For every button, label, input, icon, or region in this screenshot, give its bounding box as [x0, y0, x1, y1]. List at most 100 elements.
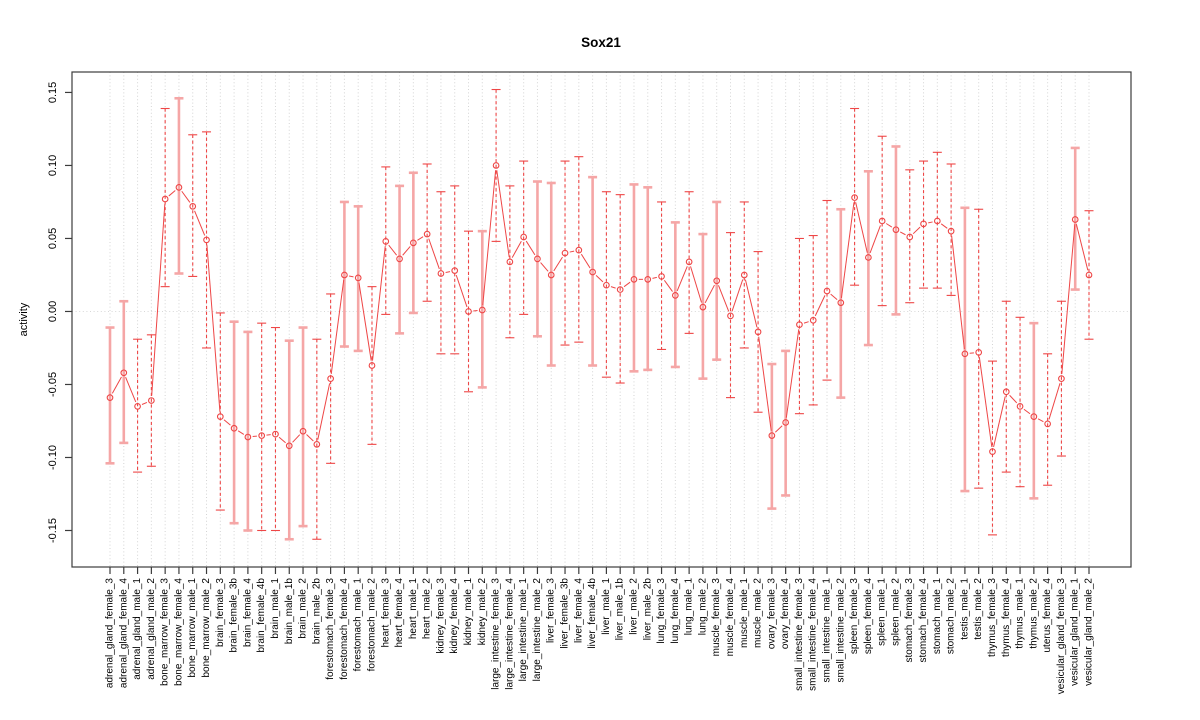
x-tick-label: thymus_female_3	[987, 578, 998, 657]
data-point	[561, 249, 569, 257]
data-point	[644, 275, 652, 283]
data-point	[947, 227, 955, 235]
data-point	[906, 233, 914, 241]
series-segment	[317, 383, 331, 440]
series-segment	[194, 210, 206, 236]
x-tick-label: bone_marrow_female_4	[173, 578, 184, 686]
x-tick-label: brain_female_3b	[229, 578, 240, 653]
x-tick-label: brain_male_1b	[284, 578, 295, 645]
data-point	[161, 195, 169, 203]
data-point	[878, 217, 886, 225]
series-segment	[744, 279, 758, 328]
data-point	[1085, 271, 1093, 279]
data-point	[1044, 420, 1051, 428]
data-point	[285, 442, 293, 450]
series-segment	[993, 396, 1006, 448]
series-segment	[580, 253, 591, 269]
series-segment	[731, 279, 744, 312]
series-segment	[482, 170, 497, 306]
x-tick-label: small_intestine_male_1	[822, 578, 833, 683]
series-segment	[306, 434, 314, 442]
series-segment	[540, 262, 549, 272]
series-segment	[885, 223, 893, 228]
x-tick-label: heart_male_2	[422, 578, 433, 640]
data-point	[382, 238, 390, 245]
grid-layer	[72, 72, 1131, 567]
series-segment	[717, 285, 730, 312]
x-tick-label: testis_male_1	[959, 578, 970, 640]
series-segment	[912, 226, 921, 235]
data-point	[961, 350, 969, 358]
x-tick-label: thymus_male_2	[1028, 578, 1039, 649]
x-tick-label: brain_female_4	[242, 578, 253, 647]
x-tick-label: bone_marrow_male_1	[187, 578, 198, 678]
data-point	[244, 433, 252, 441]
x-tick-label: small_intestine_female_4	[808, 578, 819, 691]
marker-layer	[106, 162, 1093, 455]
data-point	[465, 308, 472, 315]
series-segment	[569, 250, 575, 253]
y-tick-label: 0.10	[47, 155, 59, 176]
x-tick-label: liver_female_4b	[587, 578, 598, 649]
x-tick-label: muscle_male_2	[753, 578, 764, 648]
series-segment	[785, 329, 800, 418]
data-point	[506, 258, 514, 266]
data-point	[478, 306, 486, 314]
x-tick-label: adrenal_gland_female_4	[118, 578, 129, 689]
x-tick-label: brain_male_2	[298, 578, 309, 639]
x-tick-label: brain_male_2b	[311, 578, 322, 645]
series-segment	[663, 280, 673, 292]
x-tick-label: kidney_male_2	[477, 578, 488, 646]
data-point	[933, 217, 941, 225]
data-point	[768, 432, 776, 439]
series-segment	[511, 240, 522, 258]
data-point	[396, 255, 403, 263]
data-point	[782, 419, 789, 426]
x-tick-label: large_intestine_female_3	[491, 578, 502, 690]
data-point	[575, 246, 583, 254]
x-tick-label: brain_female_3	[215, 578, 226, 647]
axis-layer: -0.15 -0.10 -0.05 0.00 0.05 0.10 0.15 adrenal_g…	[47, 71, 1132, 695]
series-segment	[814, 295, 826, 317]
x-tick-label: ovary_female_4	[780, 578, 791, 650]
x-tick-label: spleen_female_3	[849, 578, 860, 655]
data-point	[671, 292, 679, 299]
series-segment	[928, 221, 933, 224]
series-segment	[388, 244, 397, 256]
x-tick-label: kidney_male_1	[463, 578, 474, 646]
data-point	[299, 427, 307, 435]
series-segment	[951, 235, 965, 350]
data-point	[630, 275, 638, 283]
series-segment	[840, 202, 855, 299]
series-segment	[125, 377, 137, 403]
series-segment	[690, 266, 702, 303]
x-tick-label: thymus_female_4	[1001, 578, 1012, 657]
x-tick-label: adrenal_gland_male_2	[146, 578, 157, 680]
x-tick-label: stomach_female_3	[904, 578, 915, 663]
data-point	[589, 268, 596, 276]
data-point	[368, 362, 376, 369]
x-tick-label: large_intestine_male_2	[532, 578, 543, 682]
chart-title: Sox21	[581, 35, 621, 50]
series-segment	[358, 282, 372, 361]
data-point	[1002, 388, 1010, 396]
data-point	[754, 328, 762, 336]
data-point	[272, 430, 279, 438]
series-segment	[417, 236, 424, 241]
series-segment	[610, 286, 616, 289]
data-point	[796, 321, 803, 328]
data-point	[230, 424, 238, 432]
series-line	[111, 170, 1089, 448]
data-point	[547, 271, 555, 279]
series-segment	[445, 271, 451, 273]
plot-box	[71, 71, 1132, 568]
x-tick-label: brain_female_4b	[256, 578, 267, 653]
x-tick-label: lung_male_2	[697, 578, 708, 636]
data-point	[658, 273, 665, 280]
series-segment	[623, 281, 631, 288]
x-tick-label: thymus_male_1	[1015, 578, 1026, 649]
x-tick-label: vesicular_gland_female_3	[1056, 578, 1067, 695]
data-point	[423, 230, 431, 238]
data-point	[354, 274, 362, 282]
series-segment	[652, 276, 657, 279]
